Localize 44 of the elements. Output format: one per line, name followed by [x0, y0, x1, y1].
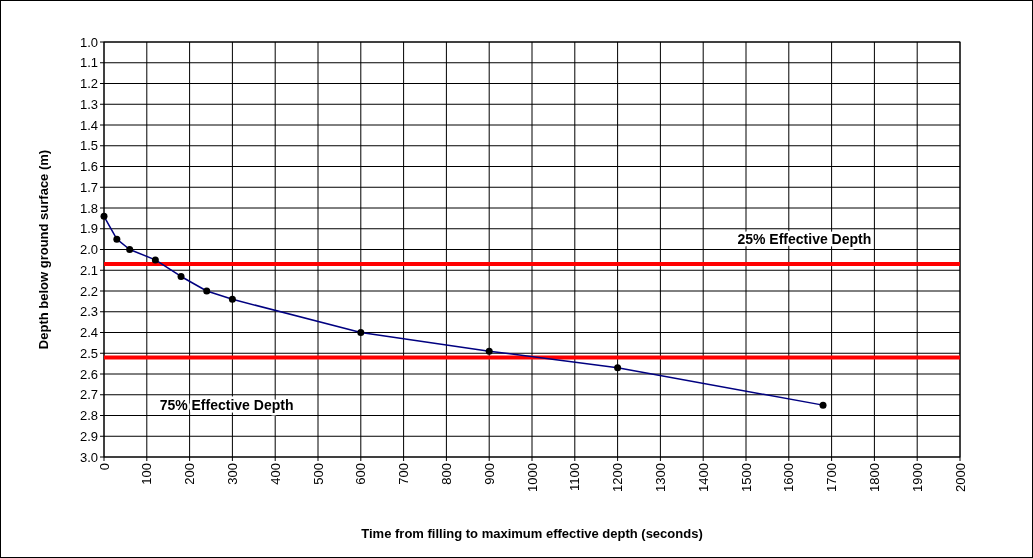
x-tick-label: 1600: [781, 463, 797, 492]
y-tick-label: 1.4: [79, 117, 98, 133]
x-tick-label: 2000: [952, 463, 968, 492]
x-tick-label: 1500: [738, 463, 754, 492]
y-tick-label: 1.9: [79, 221, 98, 237]
y-tick-label: 1.1: [79, 55, 98, 71]
y-tick-label: 2.9: [79, 428, 98, 444]
y-tick-label: 2.7: [79, 387, 98, 403]
x-tick-label: 300: [224, 463, 240, 485]
y-tick-label: 1.8: [79, 200, 98, 216]
x-tick-label: 900: [481, 463, 497, 485]
y-tick-label: 1.6: [79, 159, 98, 175]
y-tick-label: 3.0: [79, 449, 98, 465]
y-axis-title: Depth below ground surface (m): [36, 149, 51, 350]
y-tick-label: 2.6: [79, 366, 98, 382]
y-tick-label: 2.1: [79, 262, 98, 278]
x-tick-label: 700: [396, 463, 412, 485]
y-tick-label: 2.4: [79, 325, 98, 341]
y-tick-label: 1.0: [79, 34, 98, 50]
y-tick-label: 1.2: [79, 76, 98, 92]
x-axis-title: Time from filling to maximum effective depth (seconds): [361, 526, 703, 541]
x-tick-label: 600: [353, 463, 369, 485]
y-tick-label: 2.3: [79, 304, 98, 320]
x-tick-label: 0: [96, 463, 112, 471]
x-tick-label: 1200: [610, 463, 626, 492]
x-tick-label: 800: [438, 463, 454, 485]
x-tick-label: 400: [267, 463, 283, 485]
x-tick-label: 1000: [524, 463, 540, 492]
x-tick-label: 1900: [909, 463, 925, 492]
x-tick-label: 500: [310, 463, 326, 485]
y-tick-label: 2.0: [79, 242, 98, 258]
y-tick-label: 2.8: [79, 408, 98, 424]
x-tick-label: 100: [139, 463, 155, 485]
x-tick-label: 1400: [695, 463, 711, 492]
y-tick-label: 2.5: [79, 345, 98, 361]
x-tick-label: 200: [182, 463, 198, 485]
y-tick-label: 1.7: [79, 179, 98, 195]
y-tick-label: 2.2: [79, 283, 98, 299]
y-tick-label: 1.5: [79, 138, 98, 154]
x-tick-label: 1300: [652, 463, 668, 492]
x-tick-label: 1700: [824, 463, 840, 492]
y-tick-label: 1.3: [79, 96, 98, 112]
x-tick-label: 1800: [866, 463, 882, 492]
x-tick-label: 1100: [567, 463, 583, 491]
